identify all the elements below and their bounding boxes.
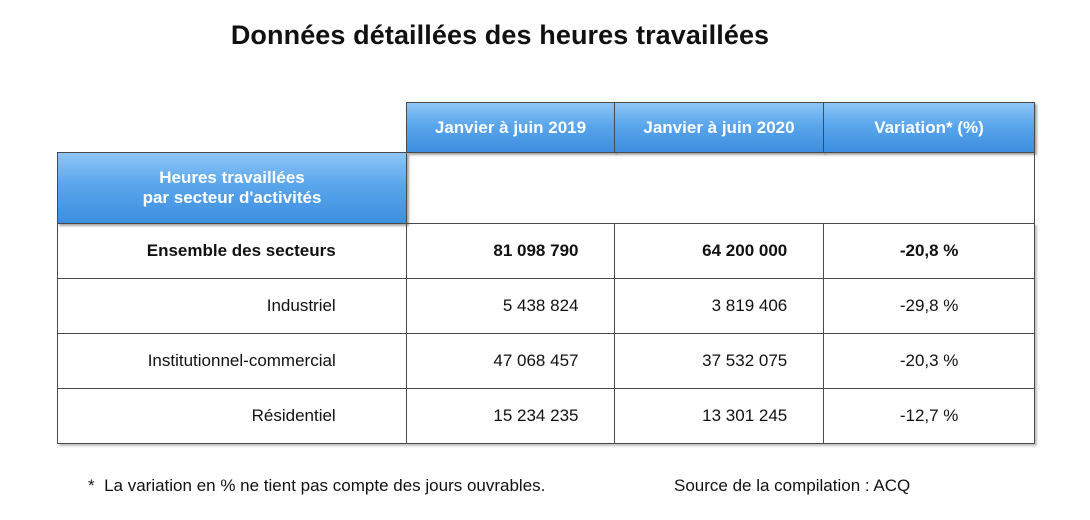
table-row: Résidentiel 15 234 235 13 301 245 -12,7 … <box>57 388 1035 444</box>
sector-label: Résidentiel <box>57 388 407 444</box>
table-row: Institutionnel-commercial 47 068 457 37 … <box>57 333 1035 389</box>
header-blank-area <box>406 152 1035 224</box>
value-2019: 47 068 457 <box>405 333 616 389</box>
data-table: Ensemble des secteurs 81 098 790 64 200 … <box>57 223 1035 444</box>
source-note: Source de la compilation : ACQ <box>674 476 911 495</box>
value-2020: 3 819 406 <box>614 278 825 334</box>
variation-value: -20,3 % <box>823 333 1035 389</box>
variation-value: -29,8 % <box>823 278 1035 334</box>
column-header-variation-label: Variation* (%) <box>874 117 984 137</box>
variation-value: -20,8 % <box>823 223 1035 279</box>
sector-label: Ensemble des secteurs <box>57 223 407 279</box>
table-row: Ensemble des secteurs 81 098 790 64 200 … <box>57 223 1035 279</box>
column-header-2020: Janvier à juin 2020 <box>614 102 824 153</box>
column-header-2019: Janvier à juin 2019 <box>406 102 615 153</box>
value-2019: 5 438 824 <box>405 278 616 334</box>
column-header-variation: Variation* (%) <box>823 102 1035 153</box>
footnote: * La variation en % ne tient pas compte … <box>88 476 545 496</box>
row-header-line2: par secteur d'activités <box>142 188 322 207</box>
value-2019: 15 234 235 <box>405 388 616 444</box>
value-2020: 64 200 000 <box>614 223 825 279</box>
row-header: Heures travaillées par secteur d'activit… <box>57 152 407 224</box>
column-header-2020-label: Janvier à juin 2020 <box>643 117 795 137</box>
table-row: Industriel 5 438 824 3 819 406 -29,8 % <box>57 278 1035 334</box>
value-2019: 81 098 790 <box>405 223 616 279</box>
page-title: Données détaillées des heures travaillée… <box>230 20 770 50</box>
footnote-marker: * <box>88 476 95 495</box>
column-header-2019-label: Janvier à juin 2019 <box>434 117 587 137</box>
sector-label: Industriel <box>57 278 407 334</box>
sector-label: Institutionnel-commercial <box>57 333 407 389</box>
value-2020: 13 301 245 <box>614 388 825 444</box>
variation-value: -12,7 % <box>823 388 1035 444</box>
row-header-line1: Heures travaillées <box>159 168 305 187</box>
value-2020: 37 532 075 <box>614 333 825 389</box>
footnote-text: La variation en % ne tient pas compte de… <box>104 476 546 495</box>
